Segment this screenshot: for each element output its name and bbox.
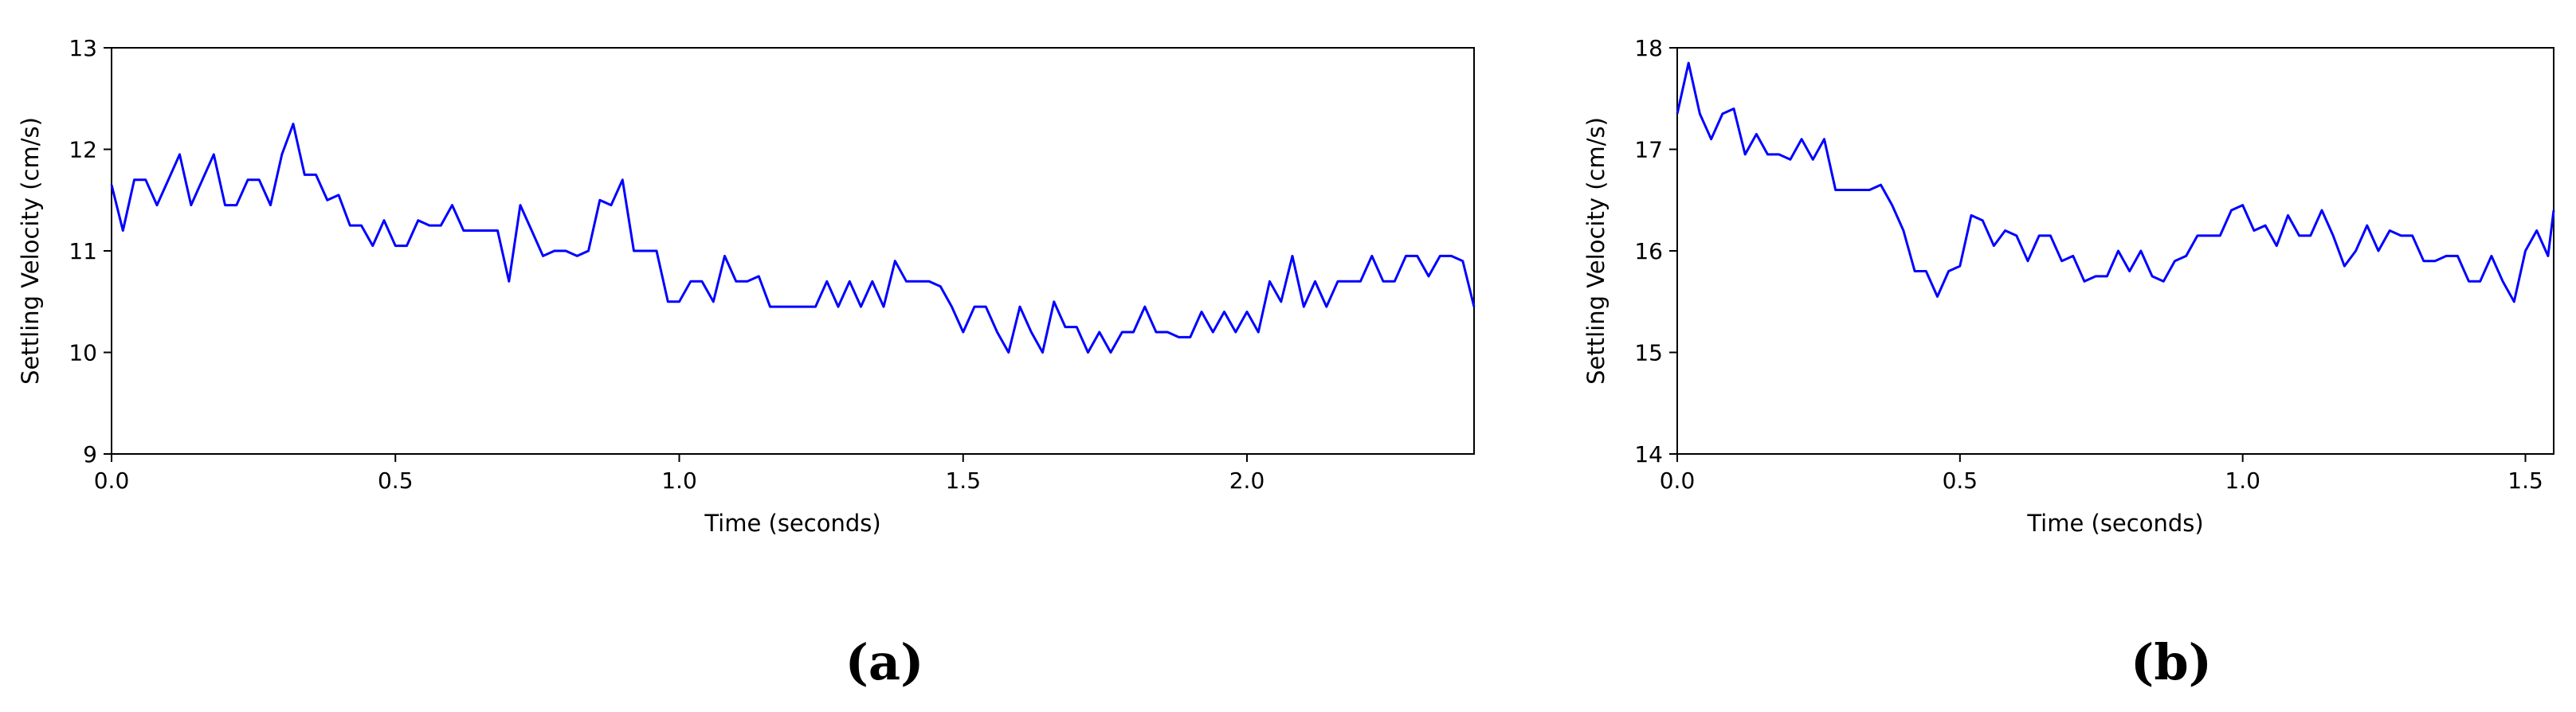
x-tick-label-a: 2.0 (1229, 467, 1265, 494)
x-tick-label-b: 0.0 (1660, 467, 1696, 494)
y-axis-label-b: Settling Velocity (cm/s) (1582, 117, 1610, 385)
x-axis-label-a: Time (seconds) (704, 510, 880, 537)
series-line-a (110, 123, 1476, 354)
y-tick-label-b: 15 (1634, 340, 1663, 366)
panel-label-a: (a) (845, 633, 924, 691)
plot-frame-a (111, 47, 1475, 455)
x-tick-label-b: 1.0 (2225, 467, 2260, 494)
y-axis-label-a: Settling Velocity (cm/s) (17, 117, 44, 385)
chart-panel-b: 14 15 16 17 18 0.0 0.5 1.0 1.5 Time (seconds) S… (1582, 35, 2555, 691)
series-b (1676, 61, 2555, 303)
panel-label-b: (b) (2131, 633, 2212, 691)
chart-panel-a: 9 10 11 12 13 0.0 0.5 1.0 1.5 2.0 Time (seconds)… (17, 35, 1476, 691)
x-tick-label-a: 0.5 (378, 467, 414, 494)
x-tick-label-a: 0.0 (94, 467, 130, 494)
x-axis-label-b: Time (seconds) (2026, 510, 2203, 537)
y-tick-label-a: 13 (69, 35, 97, 61)
y-tick-label-b: 18 (1634, 35, 1663, 61)
series-a (110, 123, 1476, 354)
series-line-b (1676, 61, 2555, 303)
plot-frame-b (1676, 47, 2554, 455)
y-axis-ticks-b: 14 15 16 17 18 (1634, 35, 1677, 467)
x-tick-label-a: 1.0 (661, 467, 697, 494)
y-axis-ticks-a: 9 10 11 12 13 (69, 35, 112, 467)
x-tick-label-a: 1.5 (945, 467, 981, 494)
y-tick-label-b: 16 (1634, 238, 1663, 264)
y-tick-label-a: 9 (83, 441, 97, 467)
y-tick-label-b: 14 (1634, 441, 1663, 467)
x-tick-label-b: 0.5 (1943, 467, 1978, 494)
x-axis-ticks-b: 0.0 0.5 1.0 1.5 (1660, 454, 2543, 494)
y-tick-label-b: 17 (1634, 137, 1663, 163)
y-tick-label-a: 12 (69, 137, 97, 163)
x-tick-label-b: 1.5 (2507, 467, 2543, 494)
y-tick-label-a: 11 (69, 238, 97, 264)
y-tick-label-a: 10 (69, 340, 97, 366)
x-axis-ticks-a: 0.0 0.5 1.0 1.5 2.0 (94, 454, 1265, 494)
